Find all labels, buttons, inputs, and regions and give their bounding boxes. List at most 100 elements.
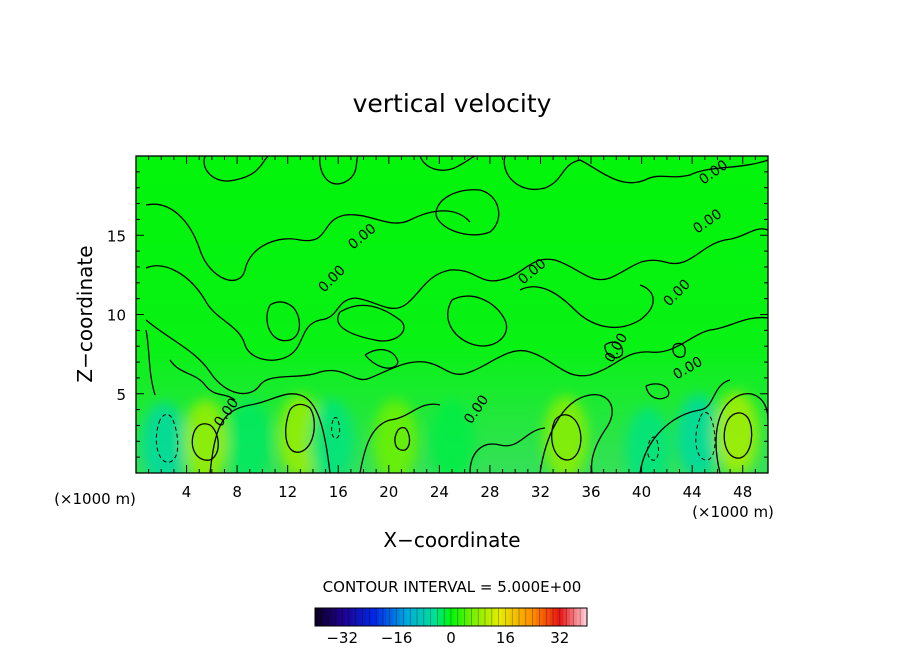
colorbar-swatch [430, 608, 435, 626]
x-tick-label: 24 [430, 483, 449, 501]
colorbar-swatch [332, 608, 336, 626]
chart-title: vertical velocity [353, 89, 552, 118]
colorbar-swatch [481, 608, 486, 626]
colorbar-swatch [440, 608, 445, 626]
colorbar-swatch [383, 608, 387, 626]
y-tick-label: 10 [107, 307, 126, 325]
colorbar-swatch [529, 608, 533, 626]
colorbar-swatch [570, 608, 574, 626]
colorbar-swatch [447, 608, 452, 626]
colorbar-swatch [522, 608, 527, 626]
colorbar-swatch [420, 608, 425, 626]
colorbar-swatch [379, 608, 384, 626]
colorbar-swatch [580, 608, 584, 626]
colorbar-swatch [417, 608, 421, 626]
colorbar-swatch [553, 608, 557, 626]
colorbar-swatch [328, 608, 333, 626]
x-tick-label: 20 [379, 483, 398, 501]
colorbar-frame [314, 607, 588, 627]
colorbar-tick-label: 16 [496, 629, 515, 647]
colorbar-swatch [542, 608, 547, 626]
colorbar-swatch [413, 608, 418, 626]
colorbar-swatch [478, 608, 482, 626]
colorbar-swatch [423, 608, 428, 626]
colorbar-swatch [583, 608, 588, 626]
colorbar-swatch [338, 608, 343, 626]
colorbar-swatch [352, 608, 357, 626]
colorbar-swatch [505, 608, 510, 626]
colorbar-swatch [576, 608, 581, 626]
colorbar-swatch [427, 608, 431, 626]
y-tick-label: 15 [107, 227, 126, 245]
colorbar-swatch [349, 608, 353, 626]
colorbar-swatch [315, 608, 319, 626]
colorbar-swatch [376, 608, 380, 626]
downdraft-cell [676, 394, 721, 473]
colorbar-swatch [355, 608, 360, 626]
colorbar-swatch [563, 608, 567, 626]
colorbar-swatch [549, 608, 554, 626]
downdraft-cell [625, 407, 670, 473]
y-axis-label: Z−coordinate [73, 245, 97, 382]
y-tick-label: 5 [116, 386, 126, 404]
colorbar-swatch [400, 608, 404, 626]
x-axis-label: X−coordinate [383, 528, 520, 552]
colorbar-swatch [451, 608, 455, 626]
colorbar-swatch [471, 608, 476, 626]
colorbar-swatch [474, 608, 479, 626]
colorbar-swatch [502, 608, 506, 626]
negative-contours [155, 411, 716, 463]
colorbar-swatch [396, 608, 401, 626]
x-tick-label: 4 [182, 483, 192, 501]
colorbar-tick-label: 32 [550, 629, 569, 647]
colorbar-swatch [389, 608, 394, 626]
colorbar-swatch [318, 608, 323, 626]
colorbar-swatch [372, 608, 377, 626]
colorbar-swatch [539, 608, 544, 626]
colorbar-swatch [444, 608, 448, 626]
colorbar-swatch [498, 608, 503, 626]
colorbar-swatch [546, 608, 550, 626]
x-tick-label: 40 [632, 483, 651, 501]
colorbar-swatch [321, 608, 326, 626]
colorbar-swatch [366, 608, 370, 626]
x-tick-label: 36 [581, 483, 600, 501]
x-unit-label-right: (×1000 m) [692, 503, 774, 521]
plot-area: 0.000.000.000.000.000.000.000.00 0.000.00 [136, 156, 768, 473]
colorbar-swatch [335, 608, 340, 626]
colorbar-swatch [325, 608, 329, 626]
colorbar-swatch [410, 608, 414, 626]
colorbar-swatch [342, 608, 346, 626]
downdraft-cell [430, 399, 474, 473]
contour-interval-text: CONTOUR INTERVAL = 5.000E+00 [323, 578, 582, 596]
colorbar-swatch [434, 608, 438, 626]
colorbar-tick-label: −32 [326, 629, 358, 647]
x-tick-label: 16 [329, 483, 348, 501]
colorbar-swatch [369, 608, 374, 626]
colorbar-swatch [403, 608, 408, 626]
colorbar-swatch [536, 608, 540, 626]
contour-lines [145, 156, 768, 473]
colorbar-swatch [573, 608, 578, 626]
colorbar-swatch [362, 608, 367, 626]
downdraft-cell [227, 399, 272, 473]
colorbar: −32 −16 0 16 32 [314, 607, 588, 647]
colorbar-tick-label: 0 [446, 629, 456, 647]
colorbar-swatch [454, 608, 459, 626]
colorbar-swatch [393, 608, 397, 626]
x-axis: 4 8 12 16 20 24 28 32 36 40 44 48 [148, 156, 756, 501]
colorbar-swatch [512, 608, 516, 626]
colorbar-swatch [515, 608, 520, 626]
x-unit-label-left: (×1000 m) [54, 490, 136, 508]
colorbar-swatch [345, 608, 350, 626]
colorbar-swatch [461, 608, 465, 626]
colorbar-swatch [359, 608, 363, 626]
colorbar-swatch [525, 608, 530, 626]
colorbar-swatch [464, 608, 469, 626]
heatmap-features [141, 391, 759, 473]
colorbar-tick-label: −16 [381, 629, 413, 647]
x-tick-label: 8 [232, 483, 242, 501]
colorbar-swatch [566, 608, 571, 626]
colorbar-swatch [495, 608, 499, 626]
